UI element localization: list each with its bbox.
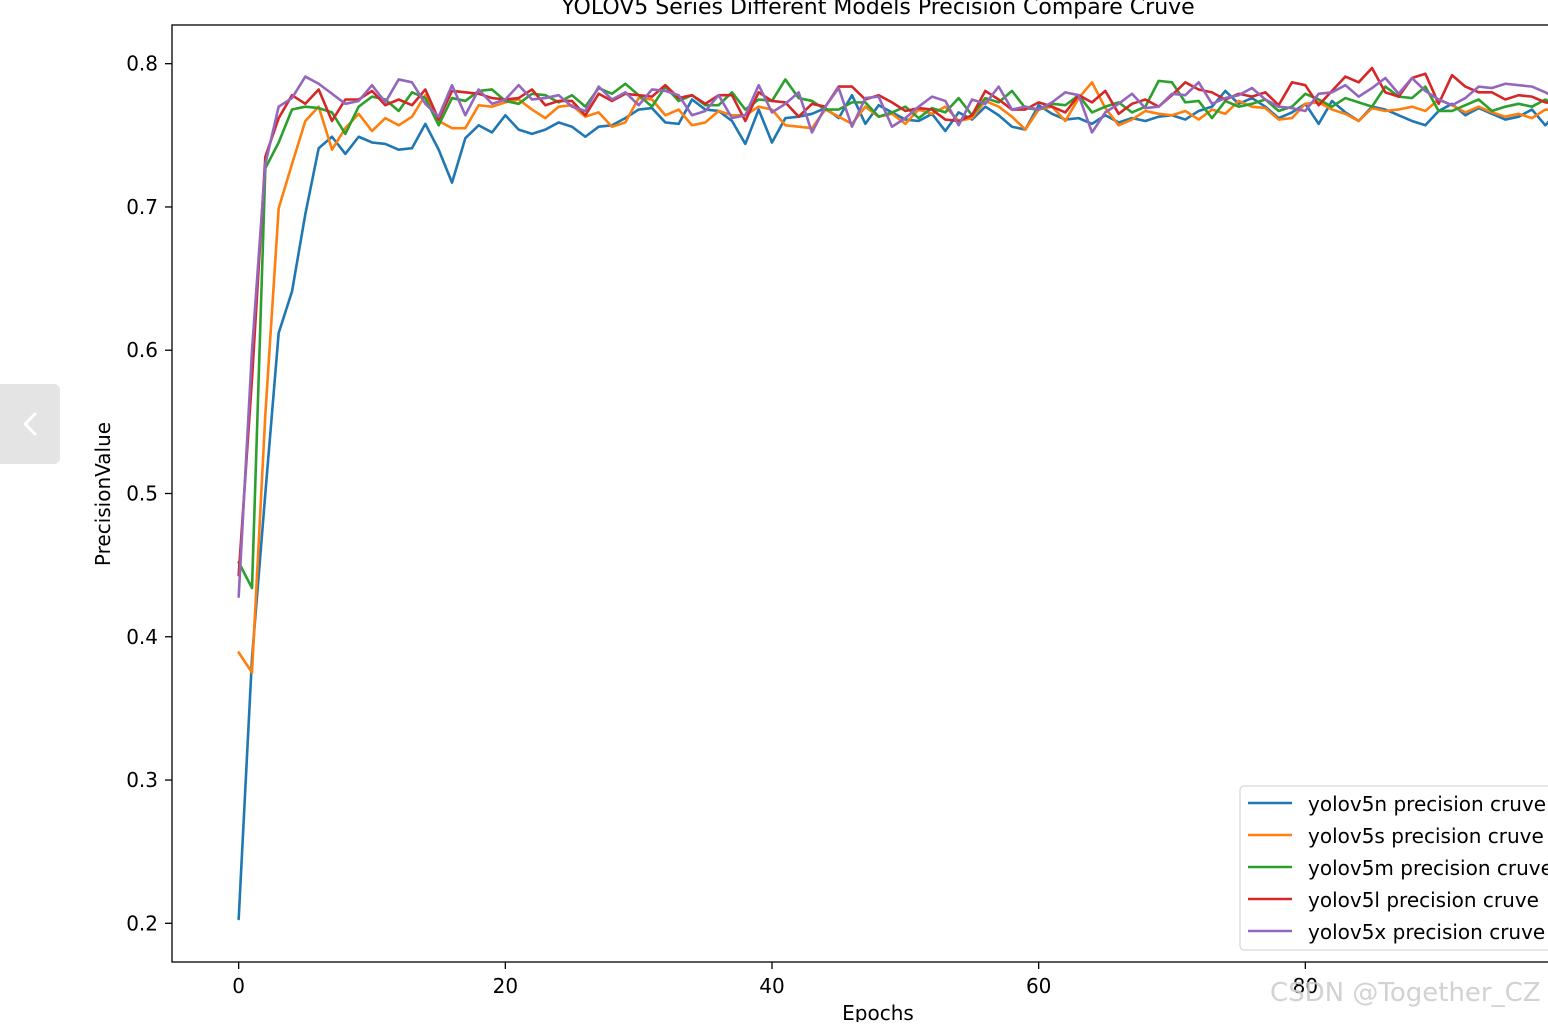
legend-label: yolov5m precision cruve xyxy=(1308,856,1548,880)
x-tick-label: 20 xyxy=(493,974,518,998)
y-tick-label: 0.8 xyxy=(126,52,158,76)
prev-slide-button[interactable] xyxy=(0,384,60,464)
x-tick-label: 0 xyxy=(232,974,245,998)
y-tick-label: 0.2 xyxy=(126,911,158,935)
series-line-2 xyxy=(237,81,1548,674)
legend-label: yolov5l precision cruve xyxy=(1308,888,1539,912)
legend-label: yolov5n precision cruve xyxy=(1308,792,1546,816)
y-tick-label: 0.7 xyxy=(126,195,158,219)
chart-title: YOLOV5 Series Different Models Precision… xyxy=(560,0,1194,20)
series-line-3 xyxy=(237,78,1548,590)
x-tick-label: 80 xyxy=(1293,974,1318,998)
series-line-4 xyxy=(237,66,1548,577)
y-axis-label: PrecisionValue xyxy=(91,422,115,566)
legend-label: yolov5x precision cruve xyxy=(1308,920,1545,944)
chevron-left-icon xyxy=(23,412,37,436)
x-tick-label: 60 xyxy=(1026,974,1051,998)
x-tick-label: 40 xyxy=(759,974,784,998)
y-tick-label: 0.6 xyxy=(126,338,158,362)
y-tick-label: 0.5 xyxy=(126,482,158,506)
x-axis-label: Epochs xyxy=(842,1001,914,1022)
legend-box xyxy=(1239,785,1548,951)
series-line-5 xyxy=(237,75,1548,598)
legend-label: yolov5s precision cruve xyxy=(1308,824,1544,848)
y-tick-label: 0.3 xyxy=(126,768,158,792)
y-tick-label: 0.4 xyxy=(126,625,158,649)
legend: yolov5n precision cruve yolov5s precision… xyxy=(1239,785,1548,951)
